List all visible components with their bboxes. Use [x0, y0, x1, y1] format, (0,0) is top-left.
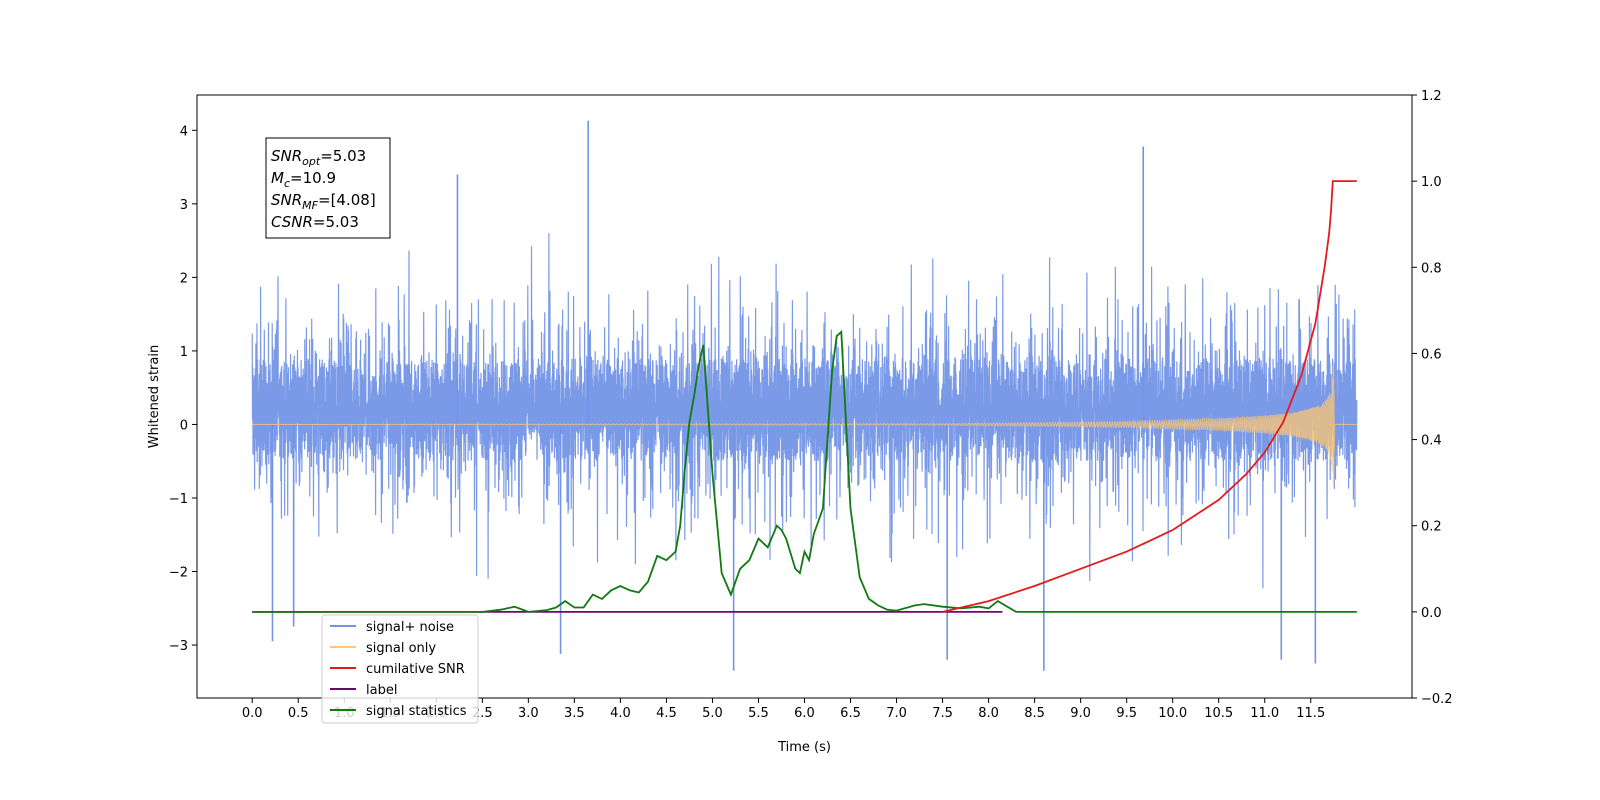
- annotation-value: =5.03: [320, 147, 366, 165]
- x-tick-label: 4.5: [656, 706, 677, 721]
- signal-noise-line: [251, 233, 1358, 589]
- y-tick-label: −2: [169, 566, 188, 581]
- annotation-value: =5.03: [313, 213, 359, 231]
- y2-tick-label: 0.4: [1421, 434, 1442, 449]
- signal-only-line: [252, 361, 1357, 487]
- legend-entry: signal+ noise: [366, 620, 454, 635]
- annotation-symbol: CSNR: [271, 213, 313, 231]
- y-axis-left: −3 −2 −1 0 1 2 3 4: [169, 124, 197, 654]
- annotation-symbol: SNR: [271, 191, 302, 209]
- y-tick-label: 3: [180, 198, 188, 213]
- x-tick-label: 7.0: [886, 706, 907, 721]
- y-tick-label: −3: [169, 639, 188, 654]
- annotation-value: =10.9: [290, 169, 336, 187]
- y2-tick-label: 0.2: [1421, 520, 1442, 535]
- y-tick-label: 1: [180, 345, 188, 360]
- x-tick-label: 8.0: [978, 706, 999, 721]
- signal-noise-series: [251, 120, 1358, 671]
- annotation-line: Mc=10.9: [271, 169, 336, 190]
- annotation-subscript: opt: [302, 155, 321, 168]
- x-tick-label: 4.0: [610, 706, 631, 721]
- annotation-line: SNRMF=[4.08]: [271, 191, 376, 212]
- y2-tick-label: 0.6: [1421, 347, 1442, 362]
- signal-statistics-line: [252, 329, 1357, 613]
- annotation-value: =[4.08]: [318, 191, 376, 209]
- y2-tick-label: 0.8: [1421, 261, 1442, 276]
- legend-entry: cumilative SNR: [366, 662, 465, 677]
- legend-frame: [321, 614, 479, 724]
- x-tick-label: 8.5: [1024, 706, 1045, 721]
- x-tick-label: 9.0: [1070, 706, 1091, 721]
- x-tick-label: 5.0: [702, 706, 723, 721]
- x-tick-label: 5.5: [748, 706, 769, 721]
- annotation-line: SNRopt=5.03: [271, 147, 366, 168]
- x-tick-label: 10.5: [1204, 706, 1233, 721]
- annotation-symbol: M: [271, 169, 284, 187]
- x-tick-label: 3.0: [518, 706, 539, 721]
- legend-entry: label: [366, 683, 397, 698]
- y2-tick-label: 0.0: [1421, 606, 1442, 621]
- annotation-subscript: c: [284, 177, 290, 190]
- y-tick-label: −1: [169, 492, 188, 507]
- x-tick-label: 0.5: [288, 706, 309, 721]
- x-tick-label: 11.0: [1250, 706, 1279, 721]
- x-tick-label: 9.5: [1116, 706, 1137, 721]
- x-axis-label: Time (s): [777, 740, 831, 755]
- y-axis-label: Whitened strain: [147, 345, 162, 448]
- x-tick-label: 11.5: [1296, 706, 1325, 721]
- annotation-frame: [265, 137, 391, 239]
- x-tick-label: 3.5: [564, 706, 585, 721]
- y-tick-label: 2: [180, 271, 188, 286]
- y-tick-label: 0: [180, 418, 188, 433]
- x-tick-label: 7.5: [932, 706, 953, 721]
- x-tick-label: 0.0: [242, 706, 263, 721]
- y2-tick-label: 1.2: [1421, 89, 1442, 104]
- y-axis-right: −0.2 0.0 0.2 0.4 0.6 0.8 1.0 1.2: [1412, 89, 1453, 707]
- cumilative-snr-line: [942, 180, 1357, 613]
- annotation-line: CSNR=5.03: [271, 213, 359, 231]
- legend: signal+ noise signal only cumilative SNR la…: [321, 614, 479, 724]
- right-axis-series: [252, 180, 1357, 613]
- legend-entry: signal only: [366, 641, 436, 656]
- y2-tick-label: −0.2: [1421, 692, 1453, 707]
- annotation-symbol: SNR: [271, 147, 302, 165]
- y-tick-label: 4: [180, 124, 188, 139]
- legend-entry: signal statistics: [366, 704, 467, 719]
- y2-tick-label: 1.0: [1421, 175, 1442, 190]
- annotation-subscript: MF: [302, 199, 318, 212]
- x-tick-label: 6.5: [840, 706, 861, 721]
- x-tick-label: 10.0: [1158, 706, 1187, 721]
- x-tick-label: 6.0: [794, 706, 815, 721]
- signal-only-series: [252, 361, 1357, 487]
